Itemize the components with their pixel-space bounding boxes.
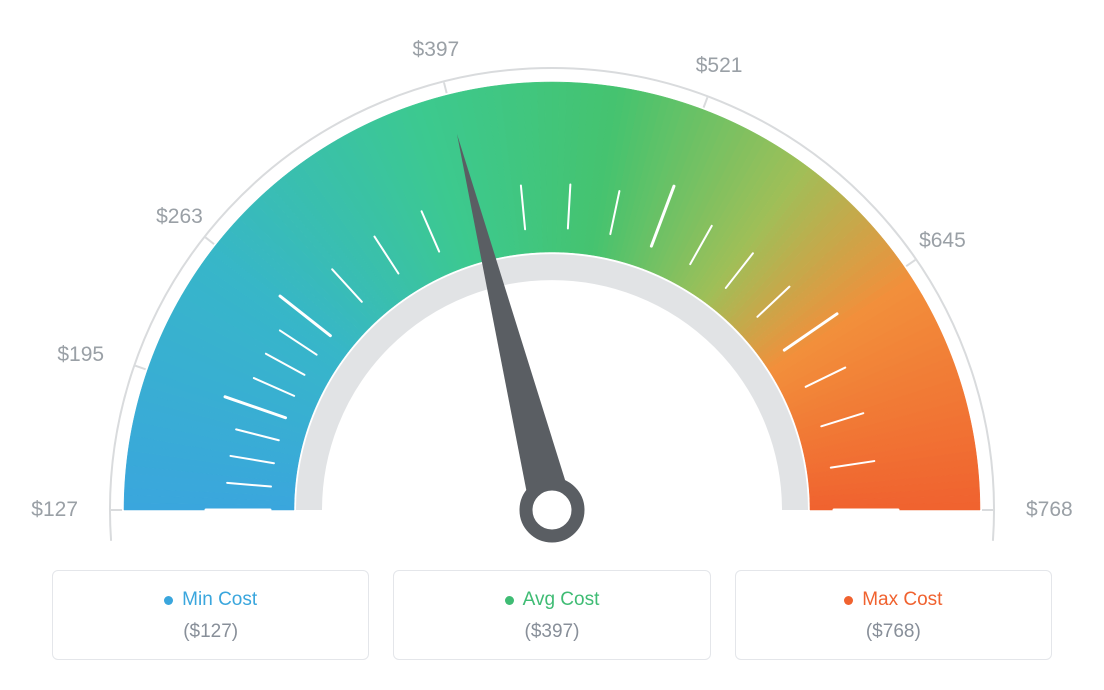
gauge-tick-label: $645 xyxy=(919,229,966,253)
legend-label: Avg Cost xyxy=(523,589,600,611)
gauge-tick-label: $127 xyxy=(31,498,78,522)
gauge-svg xyxy=(0,0,1104,560)
legend-min-cost: Min Cost ($127) xyxy=(52,570,369,660)
legend-dot-icon xyxy=(164,596,173,605)
gauge-tick-label: $195 xyxy=(57,343,104,367)
legend-title: Max Cost xyxy=(844,589,942,611)
gauge-tick-label: $397 xyxy=(413,38,460,62)
legend-avg-cost: Avg Cost ($397) xyxy=(393,570,710,660)
legend-title: Avg Cost xyxy=(505,589,600,611)
gauge-tick-label: $263 xyxy=(156,205,203,229)
gauge-tick-label: $521 xyxy=(696,54,743,78)
gauge-area xyxy=(0,0,1104,560)
legend-value: ($127) xyxy=(53,621,368,643)
legend-row: Min Cost ($127) Avg Cost ($397) Max Cost ($76… xyxy=(52,570,1052,660)
legend-label: Min Cost xyxy=(182,589,257,611)
cost-gauge-chart: $127 $195 $263 $397 $521 $645 $768 Min Cost ($1… xyxy=(0,0,1104,690)
legend-label: Max Cost xyxy=(862,589,942,611)
gauge-tick-label: $768 xyxy=(1026,498,1073,522)
legend-dot-icon xyxy=(844,596,853,605)
legend-max-cost: Max Cost ($768) xyxy=(735,570,1052,660)
legend-title: Min Cost xyxy=(164,589,257,611)
legend-dot-icon xyxy=(505,596,514,605)
legend-value: ($397) xyxy=(394,621,709,643)
legend-value: ($768) xyxy=(736,621,1051,643)
